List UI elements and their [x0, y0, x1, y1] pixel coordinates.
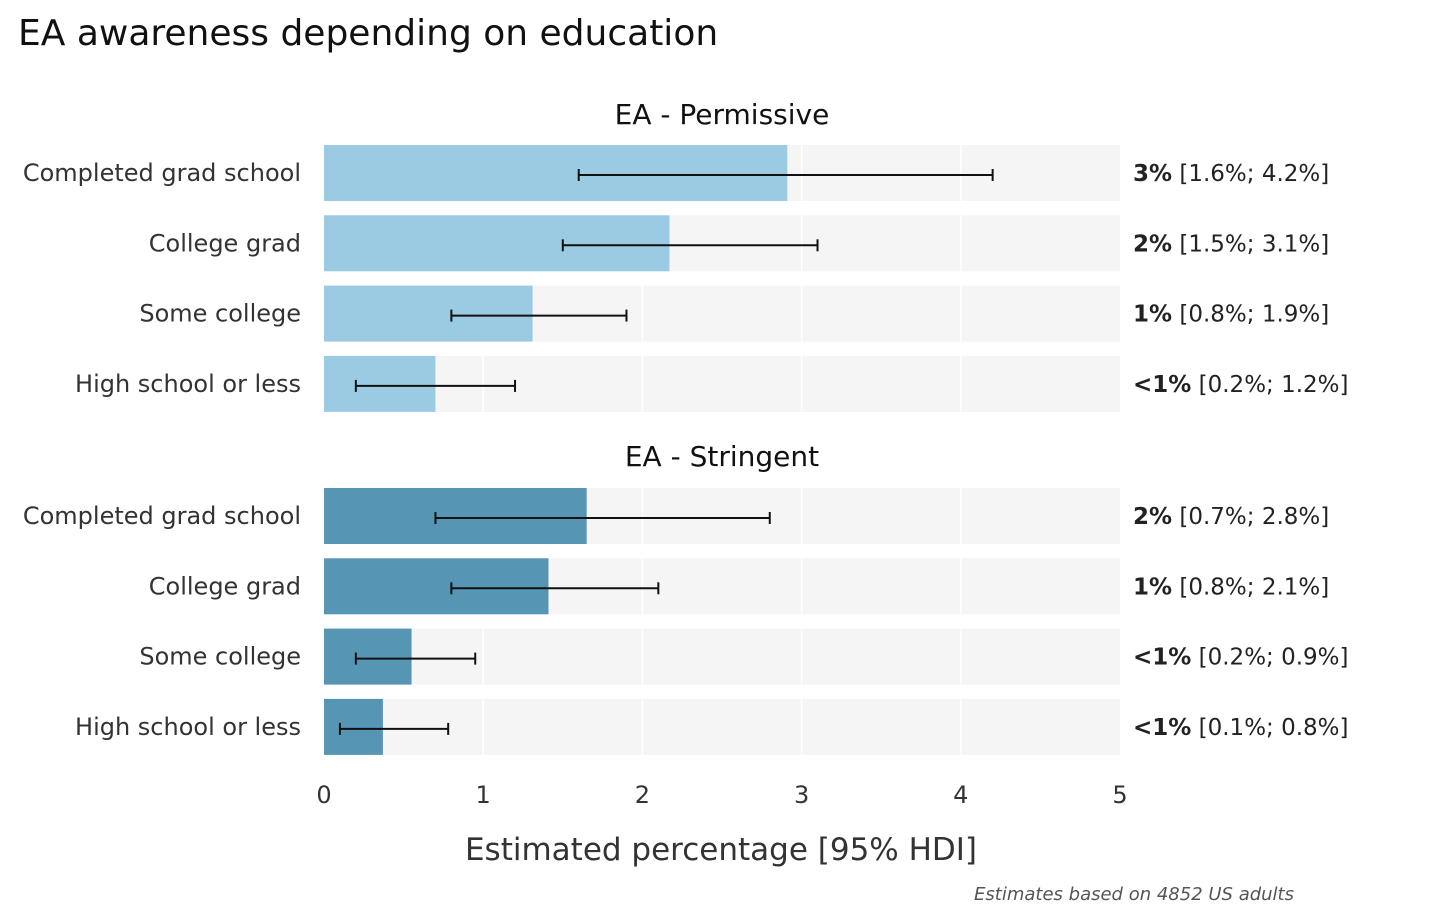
ci-point-estimate: <1%: [1133, 372, 1191, 398]
category-label: Completed grad school: [23, 502, 301, 530]
error-bar: [434, 512, 771, 524]
ci-point-estimate: <1%: [1133, 645, 1191, 671]
x-tick-label: 2: [635, 781, 650, 809]
error-bar: [450, 582, 660, 595]
bar-row: College grad 1% [0.8%; 2.1%]: [149, 558, 1329, 615]
bar: [324, 145, 788, 201]
row-band: [324, 355, 1120, 412]
bar: [324, 558, 549, 615]
ci-point-estimate: 1%: [1133, 574, 1172, 600]
bar: [324, 628, 412, 685]
ci-label: <1% [0.2%; 0.9%]: [1133, 645, 1349, 671]
panel-stringent: EA - Stringent Completed grad school 2% [0…: [23, 440, 1349, 755]
ci-point-estimate: <1%: [1133, 715, 1191, 741]
bar-row: College grad 2% [1.5%; 3.1%]: [149, 215, 1329, 272]
ci-label: 2% [0.7%; 2.8%]: [1133, 504, 1329, 530]
panel-title: EA - Permissive: [615, 98, 830, 131]
category-label: High school or less: [75, 370, 301, 398]
ci-interval: [0.8%; 1.9%]: [1172, 302, 1329, 328]
ci-interval: [0.2%; 0.9%]: [1191, 645, 1348, 671]
chart-title: EA awareness depending on education: [18, 13, 718, 54]
ci-label: <1% [0.1%; 0.8%]: [1133, 715, 1349, 741]
category-label: Some college: [139, 300, 301, 328]
error-bar: [561, 239, 819, 252]
ci-label: <1% [0.2%; 1.2%]: [1133, 372, 1349, 398]
bar: [324, 215, 670, 272]
category-label: High school or less: [75, 713, 301, 741]
bar-row: Some college <1% [0.2%; 0.9%]: [139, 628, 1349, 685]
ci-point-estimate: 3%: [1133, 161, 1172, 187]
error-bar: [338, 722, 450, 735]
x-axis-label: Estimated percentage [95% HDI]: [465, 832, 977, 868]
bar: [324, 355, 436, 412]
x-tick-label: 5: [1112, 781, 1127, 809]
bar-row: Some college 1% [0.8%; 1.9%]: [139, 285, 1329, 342]
ci-interval: [0.2%; 1.2%]: [1191, 372, 1348, 398]
ci-interval: [0.8%; 2.1%]: [1172, 574, 1329, 600]
panel-title: EA - Stringent: [625, 440, 819, 473]
bar: [324, 285, 533, 342]
error-bar: [450, 309, 628, 322]
ci-point-estimate: 1%: [1133, 302, 1172, 328]
ci-point-estimate: 2%: [1133, 504, 1172, 530]
x-tick-label: 1: [476, 781, 491, 809]
category-label: College grad: [149, 229, 301, 257]
x-tick-label: 4: [953, 781, 968, 809]
bar: [324, 488, 587, 544]
error-bar: [577, 169, 994, 181]
ci-label: 1% [0.8%; 2.1%]: [1133, 574, 1329, 600]
chart-caption: Estimates based on 4852 US adults: [974, 884, 1294, 905]
ci-label: 1% [0.8%; 1.9%]: [1133, 302, 1329, 328]
error-bar: [354, 652, 477, 665]
ci-label: 2% [1.5%; 3.1%]: [1133, 231, 1329, 257]
x-tick-label: 3: [794, 781, 809, 809]
ci-interval: [1.5%; 3.1%]: [1172, 231, 1329, 257]
panels: EA - Permissive Completed grad school 3% […: [23, 98, 1349, 755]
bar: [324, 698, 383, 755]
error-bar: [354, 379, 517, 392]
x-axis: 0 1 2 3 4 5: [316, 781, 1127, 809]
ci-interval: [0.7%; 2.8%]: [1172, 504, 1329, 530]
panel-permissive: EA - Permissive Completed grad school 3% […: [23, 98, 1349, 412]
ci-label: 3% [1.6%; 4.2%]: [1133, 161, 1329, 187]
ci-interval: [0.1%; 0.8%]: [1191, 715, 1348, 741]
bar-row: High school or less <1% [0.1%; 0.8%]: [75, 698, 1349, 755]
ci-point-estimate: 2%: [1133, 231, 1172, 257]
bar-row: High school or less <1% [0.2%; 1.2%]: [75, 355, 1349, 412]
category-label: Completed grad school: [23, 159, 301, 187]
row-band: [324, 698, 1120, 755]
bar-row: Completed grad school 2% [0.7%; 2.8%]: [23, 488, 1329, 544]
x-tick-label: 0: [316, 781, 331, 809]
category-label: Some college: [139, 643, 301, 671]
ci-interval: [1.6%; 4.2%]: [1172, 161, 1329, 187]
bar-row: Completed grad school 3% [1.6%; 4.2%]: [23, 145, 1329, 201]
row-band: [324, 628, 1120, 685]
category-label: College grad: [149, 572, 301, 600]
